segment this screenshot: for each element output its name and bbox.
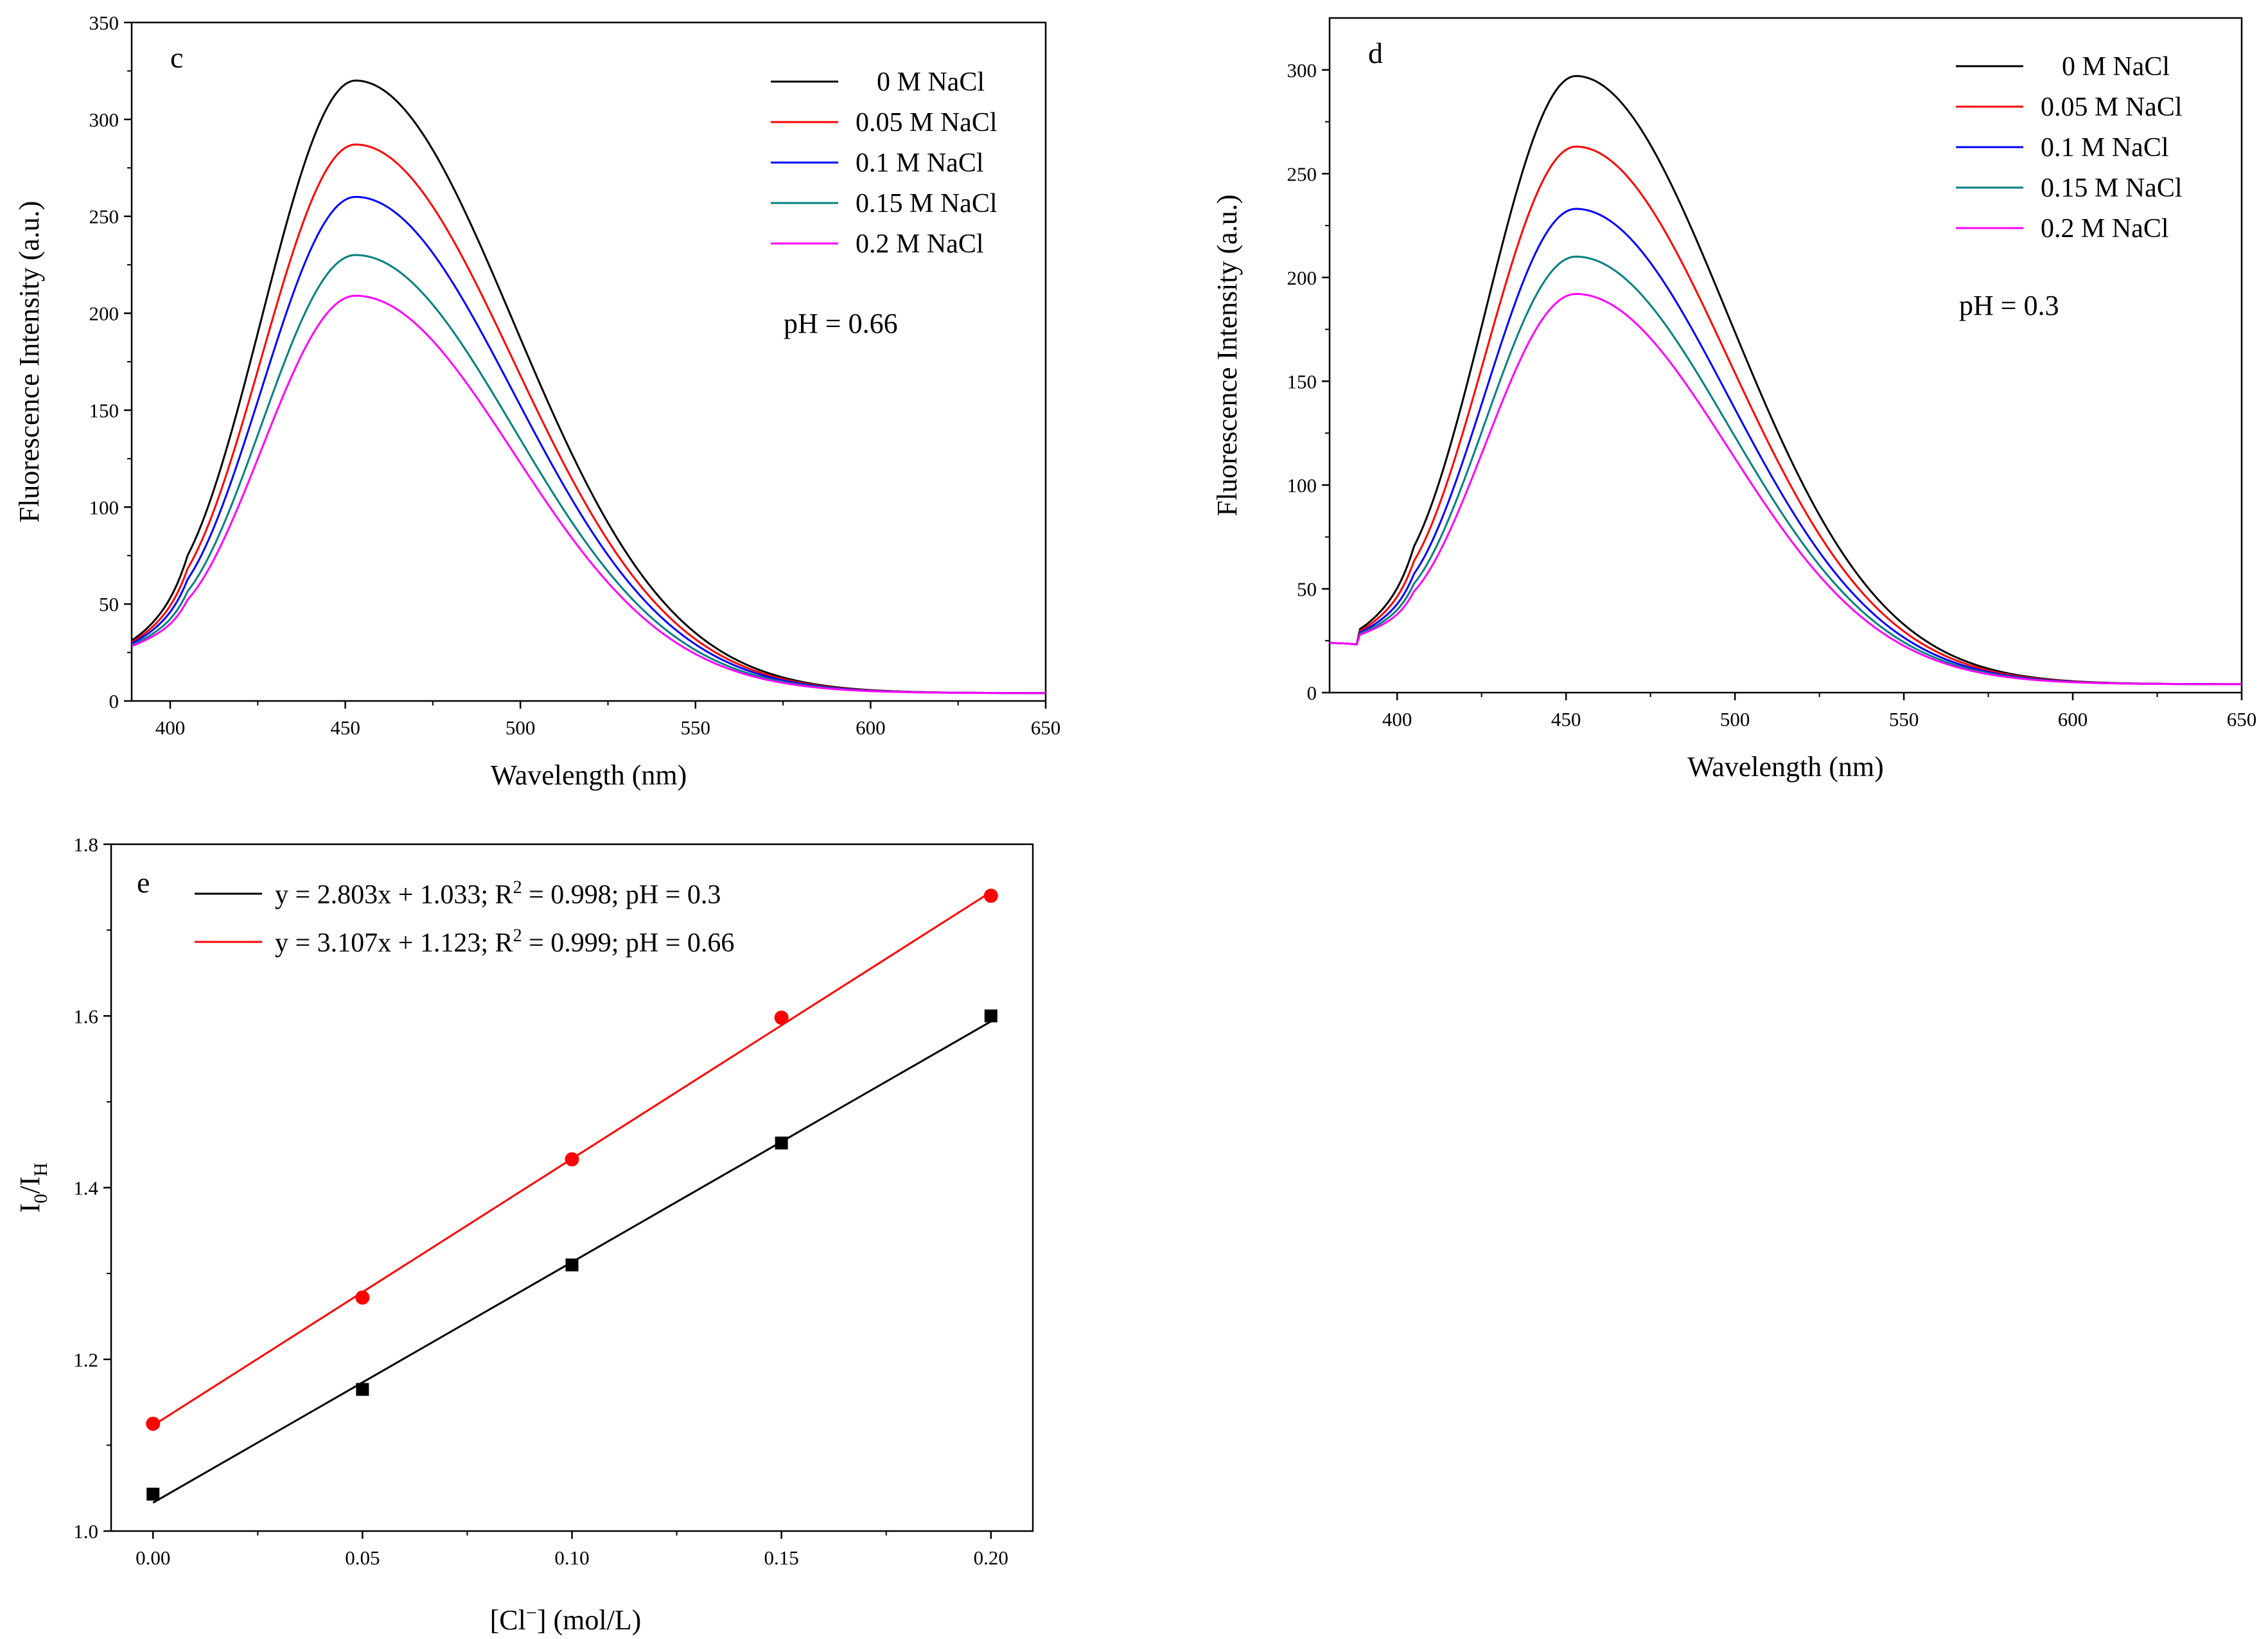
y-tick-label: 0 [1307,682,1317,704]
panel-label: d [1368,37,1383,69]
x-tick-label: 450 [330,716,360,739]
x-tick-label: 500 [1720,708,1750,731]
legend-entry: y = 3.107x + 1.123; R2 = 0.999; pH = 0.6… [275,926,734,958]
y-tick-label: 200 [1287,267,1317,289]
legend-entry: 0.15 M NaCl [856,189,998,218]
y-tick-label: 50 [1297,578,1317,600]
x-tick-label: 400 [155,716,186,739]
x-tick-label: 550 [681,716,711,739]
x-tick-label: 650 [2227,708,2257,731]
y-tick-label: 350 [89,12,119,34]
legend-entry-text: y = 3.107x + 1.123; R [275,928,513,958]
legend-entry: 0.15 M NaCl [2041,173,2183,203]
legend-entry-sup: 2 [513,926,522,946]
y-tick-label: 1.0 [73,1520,98,1543]
x-tick-label: 0.15 [764,1546,799,1569]
data-point [984,1009,998,1023]
legend-entry: 0.1 M NaCl [2041,133,2169,163]
panel-label: c [170,41,183,74]
data-point [983,889,998,903]
series-line [132,254,1046,695]
series-line [1330,255,2242,686]
x-tick-label: 600 [856,716,886,739]
ph-annotation: pH = 0.66 [784,308,898,339]
legend-entry: 0.2 M NaCl [2041,214,2169,244]
panel-d: 400 450 500 550 600 650 0 50 100 150 200 250 300 Wave… [1211,17,2257,783]
x-axis-label-main: [Cl [490,1604,526,1636]
y-tick-label: 200 [89,303,119,325]
y-tick-label: 50 [99,593,119,616]
series-line [132,195,1046,695]
x-tick-label: 0.20 [974,1546,1008,1569]
data-point [356,1383,369,1396]
y-tick-label: 1.8 [73,833,98,856]
y-tick-label: 1.6 [73,1005,98,1027]
legend-entry: 0 M NaCl [877,67,985,97]
x-axis-label-tail: ] (mol/L) [537,1604,642,1636]
x-tick-label: 400 [1382,708,1412,731]
panel-c: 400 450 500 550 600 650 0 50 100 150 200 250 300 350 W… [13,12,1060,791]
legend-entry: 0.2 M NaCl [856,229,984,259]
y-tick-label: 300 [1287,59,1317,82]
y-tick-label: 1.2 [73,1349,98,1371]
legend-entry: 0.1 M NaCl [856,148,984,178]
legend-entry-text: = 0.999; pH = 0.66 [522,928,735,958]
series-line [1330,292,2242,686]
x-axis-label: Wavelength (nm) [1687,751,1884,783]
data-point [355,1290,370,1305]
y-tick-label: 100 [89,496,119,518]
y-tick-label: 150 [1287,370,1317,393]
panel-e: 0.00 0.05 0.10 0.15 0.20 1.0 1.2 1.4 1.6 1.8 [Cl−]… [14,833,1034,1636]
x-tick-label: 500 [505,716,536,739]
x-tick-label: 650 [1031,716,1061,739]
x-tick-label: 550 [1889,708,1919,731]
y-axis-label-mid: /I [14,1176,46,1194]
data-point [775,1137,788,1150]
y-tick-label: 250 [1287,163,1317,185]
series-line [132,294,1046,695]
y-axis-label: Fluorescence Intensity (a.u.) [13,201,45,523]
x-tick-label: 0.00 [136,1546,170,1569]
y-tick-label: 250 [89,206,119,228]
x-tick-label: 600 [2058,708,2088,731]
y-tick-label: 150 [89,399,119,421]
y-tick-label: 100 [1287,474,1317,497]
series-group [132,79,1046,695]
legend-entry: 0 M NaCl [2062,52,2170,82]
y-tick-label: 0 [109,690,119,713]
y-tick-label: 1.4 [73,1177,98,1200]
x-tick-label: 0.05 [345,1546,380,1569]
y-axis-label: I0/IH [14,1162,51,1212]
legend-entry-sup: 2 [513,878,522,898]
legend-entry-text: = 0.998; pH = 0.3 [522,880,721,910]
legend-entry: 0.05 M NaCl [2041,93,2183,122]
legend-entry: y = 2.803x + 1.033; R2 = 0.998; pH = 0.3 [275,878,721,910]
y-tick-label: 300 [89,109,119,131]
legend-entry-text: y = 2.803x + 1.033; R [275,880,513,910]
x-tick-label: 0.10 [554,1546,589,1569]
series-line [1330,75,2242,686]
series-group [1330,75,2242,686]
y-axis-label-sub: 0 [30,1194,51,1203]
data-point [146,1487,160,1501]
x-axis-label: [Cl−] (mol/L) [490,1602,642,1636]
x-tick-label: 450 [1551,708,1581,731]
x-axis-label-sup: − [526,1602,537,1624]
data-point [146,1416,161,1431]
plot-frame [1328,17,2243,694]
series-line [132,143,1046,695]
panel-label: e [137,866,150,899]
data-point [565,1258,579,1271]
x-axis-label: Wavelength (nm) [491,759,687,791]
y-axis-label-sub: H [30,1162,51,1176]
data-point [774,1010,789,1025]
series-line [1330,208,2242,686]
y-axis-label: Fluorescence Intensity (a.u.) [1211,195,1243,517]
legend-entry: 0.05 M NaCl [856,108,998,137]
ph-annotation: pH = 0.3 [1959,290,2059,321]
y-axis-label-main: I [14,1203,46,1213]
data-point [565,1152,579,1167]
